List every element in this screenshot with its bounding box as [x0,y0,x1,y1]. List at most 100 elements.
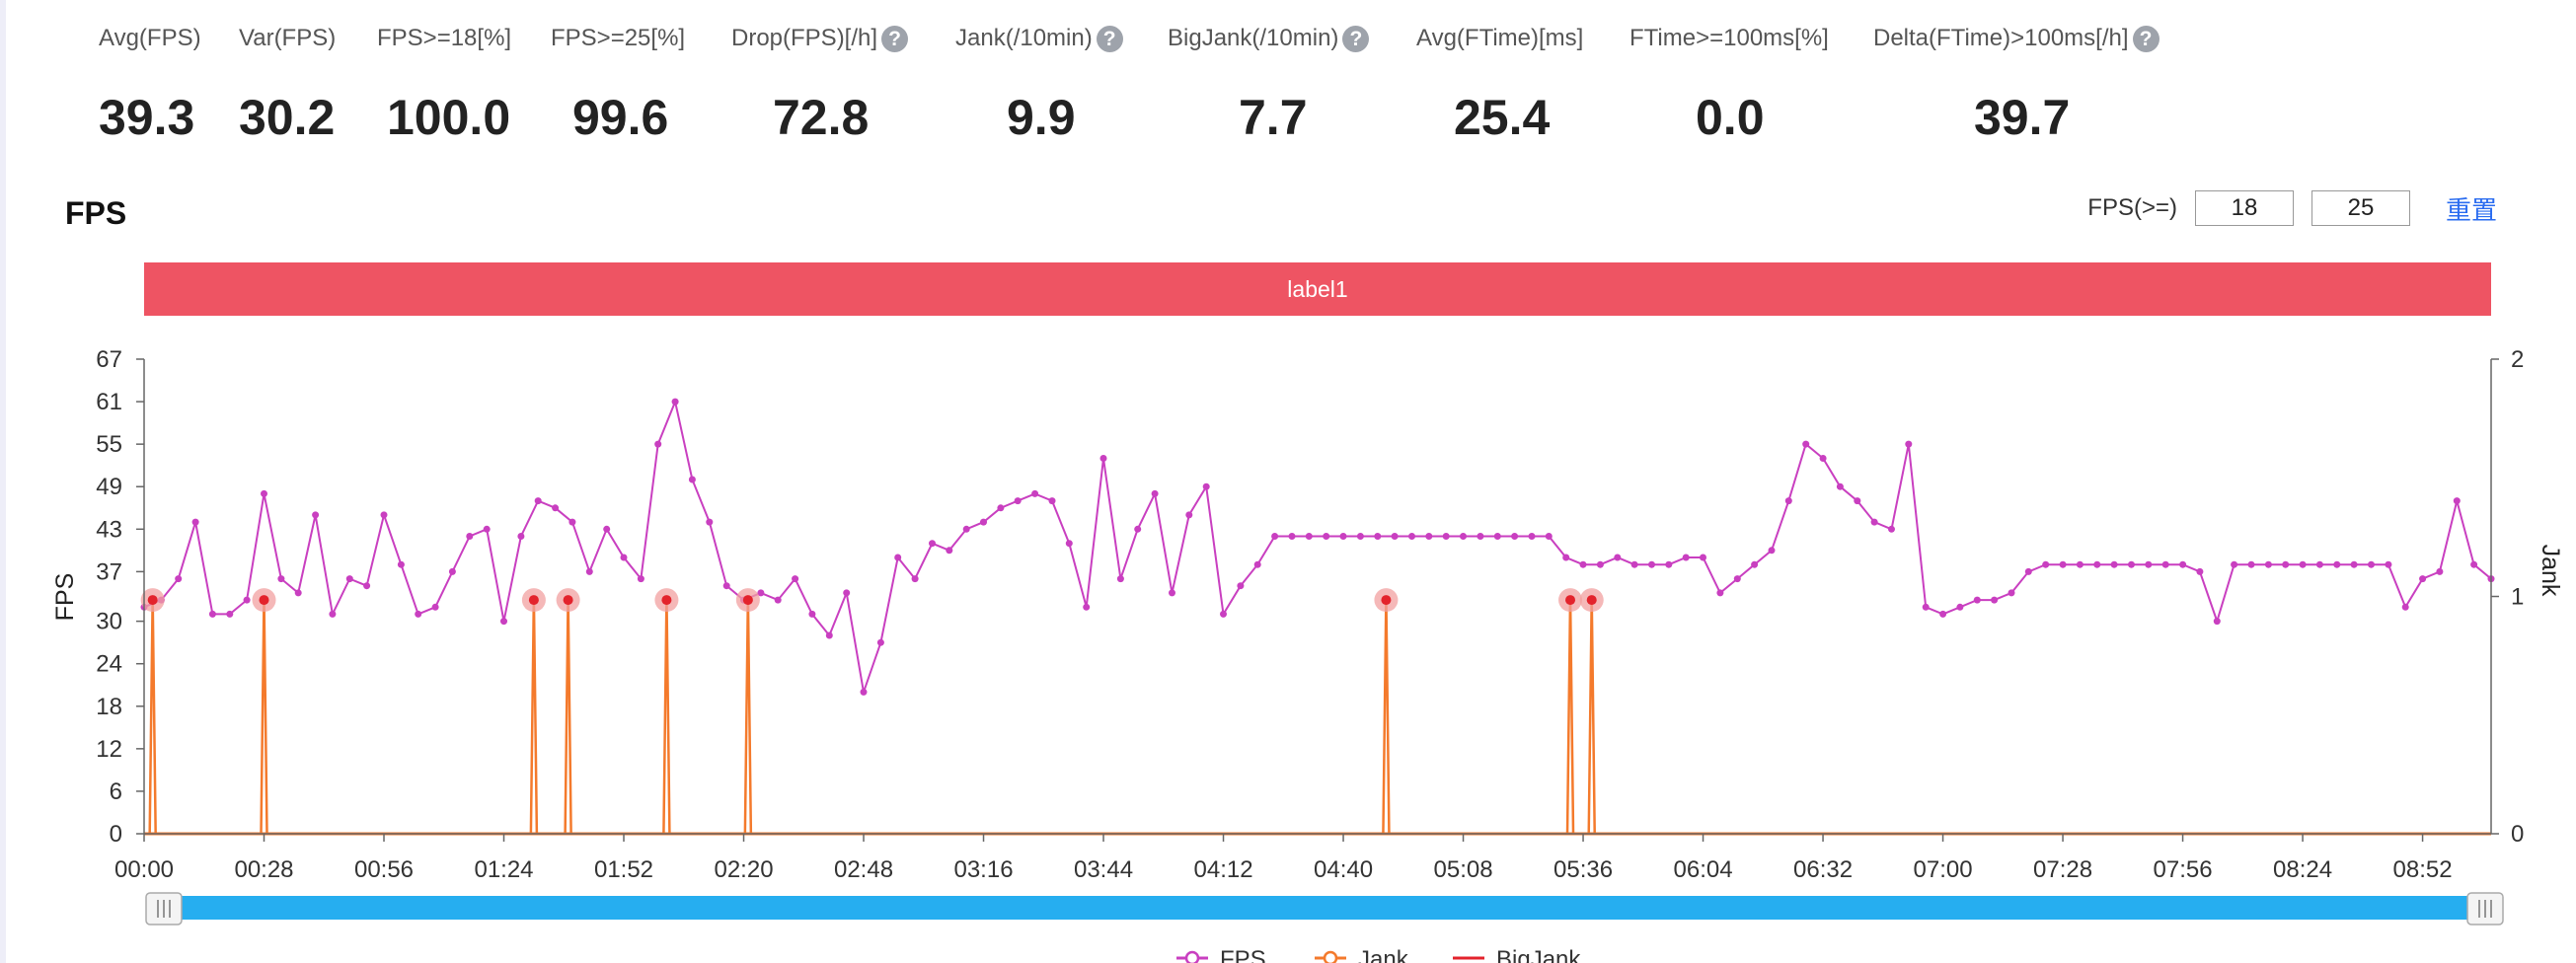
fps-point [2401,603,2409,611]
fps-point [1477,533,1484,540]
stat-fps-ge-25: FPS>=25[%] 99.6 [551,22,686,145]
fps-point [568,518,576,526]
jank-marker-dot [1565,595,1576,606]
fps-point [2128,560,2135,568]
help-icon[interactable]: ? [881,25,909,52]
jank-spike [662,596,671,835]
fps-point [1220,610,1227,618]
fps-point [2299,560,2307,568]
fps-point [1596,560,1604,568]
fps-point [1185,511,1193,519]
fps-point [1700,554,1706,561]
fps-point [1271,533,1279,540]
label-band[interactable]: label1 [144,262,2491,316]
threshold-high-input[interactable] [2311,190,2410,226]
fps-point [2231,560,2238,568]
fps-point [876,638,884,646]
jank-spike [148,596,157,835]
fps-point [585,567,593,575]
legend-label: FPS [1220,946,1266,963]
legend-label: BigJank [1496,946,1581,963]
help-icon[interactable]: ? [1096,25,1123,52]
fps-point [1751,560,1759,568]
fps-point [1716,589,1724,597]
fps-point [466,533,474,540]
fps-point [1614,554,1622,561]
range-slider-track [156,896,2481,920]
y2-axis-title: Jank [2537,545,2564,597]
fps-point [1545,533,1553,540]
x-tick-label: 01:24 [474,856,533,883]
fps-point [2093,560,2101,568]
fps-point [946,547,953,555]
fps-point [1099,455,1107,462]
fps-point [2008,589,2015,597]
fps-point [1288,533,1296,540]
jank-spike [529,596,539,835]
help-icon[interactable]: ? [2132,25,2159,52]
fps-point [1048,497,1056,505]
jank-spike [1587,596,1596,835]
fps-point [1870,518,1878,526]
fps-point [671,398,679,406]
stat-avg-fps: Avg(FPS) 39.3 [99,22,201,145]
fps-point [1065,540,1073,548]
fps-point [2145,560,2153,568]
range-slider[interactable] [145,892,2504,926]
fps-point [2179,560,2187,568]
fps-point [1339,533,1347,540]
jank-marker-dot [1381,595,1392,606]
fps-point [929,540,936,548]
fps-point [226,610,234,618]
fps-point [1169,589,1175,597]
x-tick-label: 00:56 [354,856,414,883]
legend-item-fps[interactable]: FPS [1176,946,1266,963]
jank-marker-dot [742,595,753,606]
jank-marker-dot [259,595,269,606]
x-tick-label: 06:32 [1793,856,1853,883]
reset-button[interactable]: 重置 [2445,194,2497,225]
help-icon[interactable]: ? [1342,25,1370,52]
threshold-label: FPS(>=) [2087,194,2177,221]
y-tick-label: 61 [96,389,122,415]
fps-point [243,596,251,604]
fps-point [415,610,422,618]
jank-marker-dot [528,595,539,606]
stat-value: 39.7 [1974,90,2071,145]
stat-value: 99.6 [572,90,669,145]
fps-point [825,631,833,639]
stat-avg-ftime: Avg(FTime)[ms] 25.4 [1416,22,1583,145]
fps-point [1391,533,1399,540]
stat-label: FPS>=25[%] [551,25,686,51]
stat-value: 25.4 [1454,90,1551,145]
fps-point [1202,482,1210,490]
fps-point [1083,603,1091,611]
fps-point [397,560,405,568]
fps-point [2333,560,2341,568]
x-tick-label: 07:00 [1914,856,1973,883]
fps-point [294,589,302,597]
jank-spike [1382,596,1391,835]
y-tick-label: 55 [96,431,122,458]
y-tick-label: 49 [96,474,122,500]
fps-point [722,582,730,590]
y-tick-label: 18 [96,694,122,720]
fps-point [1356,533,1364,540]
fps-point [2042,560,2050,568]
fps-point [911,575,919,583]
stat-label: FTime>=100ms[%] [1629,25,1829,51]
fps-point [345,575,353,583]
fps-point [312,511,320,519]
fps-point [1682,554,1690,561]
legend-item-bigjank[interactable]: BigJank [1453,946,1581,963]
threshold-low-input[interactable] [2194,190,2294,226]
legend-item-jank[interactable]: Jank [1315,946,1409,963]
y-axis-title: FPS [51,573,79,622]
x-tick-label: 06:04 [1674,856,1733,883]
jank-marker-dot [661,595,672,606]
fps-point [1991,596,1999,604]
fps-point [1784,497,1792,505]
jank-spike [260,596,268,835]
x-tick-label: 08:52 [2393,856,2453,883]
